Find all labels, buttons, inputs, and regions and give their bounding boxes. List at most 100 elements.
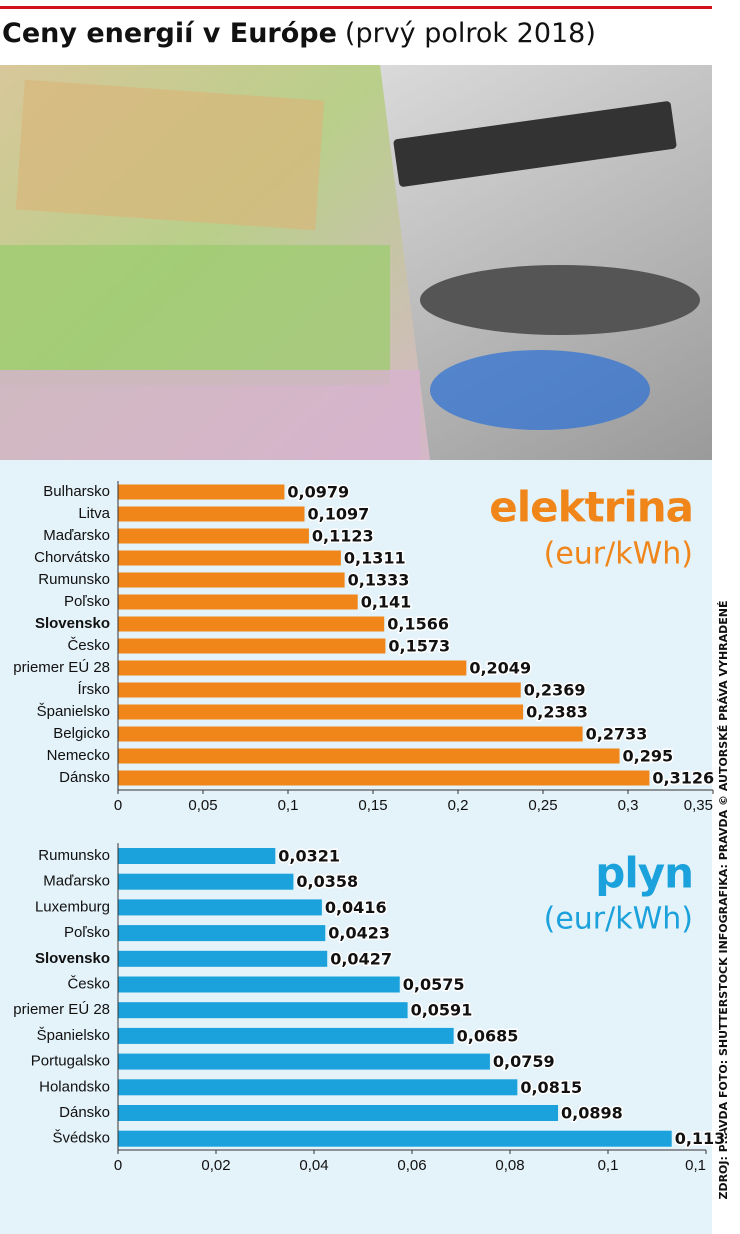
chart-title: plyn xyxy=(595,849,693,898)
x-tick-label: 0,3 xyxy=(618,797,639,814)
category-label: Írsko xyxy=(77,681,110,698)
bar xyxy=(118,1027,454,1044)
value-label: 0,0427 xyxy=(330,949,392,968)
category-label: Chorvátsko xyxy=(34,549,110,566)
bar xyxy=(118,506,305,522)
category-label: Holandsko xyxy=(39,1078,110,1095)
x-tick-label: 0,35 xyxy=(684,797,713,814)
value-label: 0,2369 xyxy=(524,681,586,700)
bar xyxy=(118,950,328,967)
category-label: Bulharsko xyxy=(43,483,110,500)
value-label: 0,3126 xyxy=(652,769,714,788)
value-label: 0,1097 xyxy=(307,505,369,524)
bar xyxy=(118,1079,518,1096)
x-tick-label: 0 xyxy=(114,797,122,814)
bar xyxy=(118,1002,408,1019)
category-label: Španielsko xyxy=(37,1027,110,1044)
credit: ZDROJ: PRAVDA FOTO: SHUTTERSTOCK INFOGRA… xyxy=(717,600,730,1199)
bar xyxy=(118,484,285,500)
value-label: 0,0575 xyxy=(403,975,465,994)
category-label: Rumunsko xyxy=(38,571,110,588)
category-label: Česko xyxy=(67,975,110,992)
value-label: 0,0979 xyxy=(287,483,349,502)
x-tick-label: 0,1 xyxy=(278,797,299,814)
value-label: 0,0898 xyxy=(561,1104,623,1123)
bar xyxy=(118,848,276,864)
photo xyxy=(0,65,712,460)
value-label: 0,141 xyxy=(361,593,412,612)
chart-title: elektrina xyxy=(489,483,693,532)
value-label: 0,1123 xyxy=(312,527,374,546)
value-label: 0,0759 xyxy=(493,1052,555,1071)
bar xyxy=(118,528,309,544)
value-label: 0,0321 xyxy=(278,847,340,866)
bar xyxy=(118,899,322,916)
value-label: 0,0591 xyxy=(411,1001,473,1020)
bar xyxy=(118,770,650,786)
x-tick-label: 0 xyxy=(114,1157,122,1174)
x-tick-label: 0,08 xyxy=(495,1157,524,1174)
bar xyxy=(118,682,521,698)
value-label: 0,295 xyxy=(623,747,674,766)
category-label: Luxemburg xyxy=(35,898,110,915)
bar xyxy=(118,660,467,676)
bar xyxy=(118,1130,672,1147)
bar xyxy=(118,572,345,588)
value-label: 0,1566 xyxy=(387,615,449,634)
x-tick-label: 0,04 xyxy=(299,1157,328,1174)
bar xyxy=(118,976,400,993)
value-label: 0,1333 xyxy=(348,571,410,590)
category-label: Poľsko xyxy=(64,924,110,941)
bar xyxy=(118,550,341,566)
category-label: Rumunsko xyxy=(38,847,110,864)
bar xyxy=(118,873,294,890)
bar xyxy=(118,925,326,942)
value-label: 0,0358 xyxy=(296,872,358,891)
category-label: Česko xyxy=(67,637,110,654)
x-tick-label: 0,25 xyxy=(528,797,557,814)
category-label: Nemecko xyxy=(47,747,110,764)
value-label: 0,2049 xyxy=(469,659,531,678)
value-label: 0,2733 xyxy=(586,725,648,744)
category-label: Belgicko xyxy=(53,725,110,742)
value-label: 0,0815 xyxy=(520,1078,582,1097)
value-label: 0,113 xyxy=(675,1129,726,1148)
bar xyxy=(118,638,386,654)
category-label: Slovensko xyxy=(35,950,110,967)
bar xyxy=(118,748,620,764)
category-label: priemer EÚ 28 xyxy=(13,1001,110,1018)
category-label: Slovensko xyxy=(35,615,110,632)
category-label: priemer EÚ 28 xyxy=(13,659,110,676)
chart-unit: (eur/kWh) xyxy=(544,537,693,572)
chart-unit: (eur/kWh) xyxy=(544,902,693,937)
x-tick-label: 0,15 xyxy=(358,797,387,814)
category-label: Litva xyxy=(78,505,110,522)
category-label: Dánsko xyxy=(59,1104,110,1121)
category-label: Portugalsko xyxy=(31,1053,110,1070)
category-label: Španielsko xyxy=(37,703,110,720)
bar xyxy=(118,1105,559,1121)
x-tick-label: 0,2 xyxy=(448,797,469,814)
value-label: 0,0416 xyxy=(325,898,387,917)
bar xyxy=(118,704,524,720)
x-tick-label: 0,05 xyxy=(188,797,217,814)
subtitle: (prvý polrok 2018) xyxy=(345,18,596,49)
category-label: Švédsko xyxy=(52,1130,110,1147)
x-tick-label: 0,02 xyxy=(201,1157,230,1174)
bar xyxy=(118,1053,490,1070)
category-label: Maďarsko xyxy=(43,873,110,890)
value-label: 0,1573 xyxy=(388,637,450,656)
bar xyxy=(118,616,385,632)
bar xyxy=(118,726,583,742)
category-label: Dánsko xyxy=(59,769,110,786)
bar xyxy=(118,594,358,610)
top-rule xyxy=(0,6,712,9)
x-tick-label: 0,06 xyxy=(397,1157,426,1174)
value-label: 0,1311 xyxy=(344,549,406,568)
value-label: 0,2383 xyxy=(526,703,588,722)
value-label: 0,0685 xyxy=(457,1026,519,1045)
x-tick-label: 0,1 xyxy=(598,1157,619,1174)
title: Ceny energií v Európe xyxy=(2,18,337,49)
category-label: Poľsko xyxy=(64,593,110,610)
